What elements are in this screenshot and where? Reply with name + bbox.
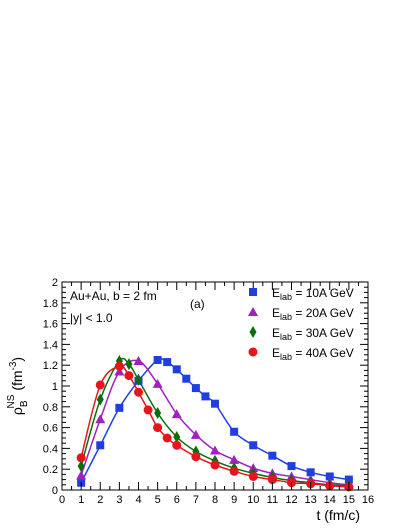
y-tick-label: 2 <box>52 277 58 289</box>
panel-label: (a) <box>190 297 205 311</box>
x-tick-label: 4 <box>135 494 141 506</box>
data-point-triangle <box>210 445 220 455</box>
data-point-circle <box>162 433 172 443</box>
x-tick-label: 7 <box>193 494 199 506</box>
data-point-triangle <box>171 409 182 419</box>
data-point-square <box>163 358 172 367</box>
data-point-circle <box>134 387 143 397</box>
data-point-square <box>115 403 124 412</box>
x-tick-label: 14 <box>324 494 336 506</box>
y-axis-label-unit-exponent: -3 <box>8 361 19 370</box>
y-axis-label-symbol: ρ <box>9 407 25 415</box>
data-point-diamond <box>135 373 142 386</box>
data-point-circle <box>267 475 277 485</box>
data-point-diamond <box>96 393 104 406</box>
data-point-triangle <box>152 378 163 388</box>
data-point-triangle <box>114 366 125 376</box>
data-point-circle <box>76 453 86 463</box>
data-point-square <box>249 441 258 450</box>
legend-entry: Elab = 40A GeV <box>272 346 354 362</box>
y-axis-label-unit-close: ) <box>9 357 25 362</box>
data-point-circle <box>229 466 239 476</box>
legend-entry: Elab = 30A GeV <box>272 326 354 342</box>
data-point-circle <box>210 460 220 470</box>
data-point-triangle <box>95 414 106 424</box>
x-tick-label: 10 <box>247 494 259 506</box>
y-tick-label: 0.6 <box>43 423 58 435</box>
y-tick-label: 1.8 <box>43 298 58 310</box>
legend-marker-triangle <box>248 307 258 316</box>
y-axis-label-unit: (fm <box>9 370 25 394</box>
data-point-circle <box>143 405 153 415</box>
y-axis-ticks: 0 0.2 0.4 0.6 0.8 1 1.2 1.4 1.6 1.8 2 <box>43 277 368 497</box>
data-point-diamond <box>154 407 162 420</box>
data-point-square <box>306 468 315 477</box>
y-tick-label: 0.2 <box>43 464 58 476</box>
y-axis-label: ρBNS (fm-3) <box>6 357 30 415</box>
x-tick-label: 5 <box>155 494 161 506</box>
y-tick-label: 0.8 <box>43 402 58 414</box>
data-point-square <box>153 356 162 364</box>
data-point-square <box>325 472 334 481</box>
legend: Elab = 10A GeV Elab = 20A GeV Elab = 30A G… <box>248 286 354 362</box>
data-point-circle <box>191 452 201 462</box>
x-tick-label: 13 <box>305 494 317 506</box>
data-point-square <box>182 374 191 383</box>
data-point-triangle <box>133 356 144 366</box>
data-point-square <box>191 384 200 393</box>
data-point-circle <box>248 471 258 481</box>
y-tick-label: 1 <box>52 381 58 393</box>
x-tick-label: 12 <box>285 494 297 506</box>
x-tick-label: 16 <box>362 494 374 506</box>
data-points <box>76 355 354 492</box>
data-point-circle <box>114 361 124 371</box>
legend-marker-diamond <box>249 326 257 338</box>
x-tick-label: 3 <box>116 494 122 506</box>
x-tick-label: 1 <box>78 494 84 506</box>
y-tick-label: 1.4 <box>43 339 58 351</box>
x-tick-label: 0 <box>59 494 65 506</box>
legend-marker-circle <box>248 347 258 357</box>
data-point-diamond <box>173 430 181 443</box>
series-curve-diamond <box>80 357 349 487</box>
annotation-line2: |y| < 1.0 <box>70 311 113 325</box>
data-point-diamond <box>125 358 133 371</box>
x-tick-label: 8 <box>212 494 218 506</box>
legend-entry: Elab = 10A GeV <box>272 286 354 302</box>
data-point-triangle <box>190 429 201 439</box>
x-tick-label: 2 <box>97 494 103 506</box>
data-point-square <box>211 399 219 408</box>
data-point-triangle <box>76 470 87 480</box>
data-point-square <box>172 365 181 374</box>
data-point-square <box>287 462 296 471</box>
data-point-square <box>201 392 210 401</box>
data-point-square <box>268 451 277 460</box>
y-tick-label: 1.6 <box>43 319 58 331</box>
x-tick-label: 15 <box>343 494 355 506</box>
x-tick-label: 11 <box>267 494 278 506</box>
data-point-square <box>230 427 239 436</box>
data-point-circle <box>153 423 163 433</box>
x-axis-label: t (fm/c) <box>316 507 360 523</box>
data-point-triangle <box>229 454 240 464</box>
x-tick-label: 9 <box>231 494 237 506</box>
y-tick-label: 0.4 <box>43 443 58 455</box>
data-point-circle <box>95 380 105 390</box>
x-tick-label: 6 <box>174 494 180 506</box>
legend-entry: Elab = 20A GeV <box>272 306 354 322</box>
data-point-square <box>344 475 353 484</box>
annotation-line1: Au+Au, b = 2 fm <box>70 289 157 303</box>
y-axis-label-superscript: NS <box>6 394 17 408</box>
data-point-circle <box>172 440 182 450</box>
data-point-circle <box>124 371 134 381</box>
legend-marker-square <box>249 288 257 296</box>
y-tick-label: 1.2 <box>43 360 58 372</box>
x-axis-ticks: 0 1 2 3 4 5 6 7 8 9 10 11 12 13 14 15 16 <box>59 282 374 506</box>
y-axis-label-subscript: B <box>19 400 30 407</box>
data-point-square <box>96 441 105 450</box>
data-point-diamond <box>77 460 85 473</box>
y-tick-label: 0 <box>52 485 58 497</box>
